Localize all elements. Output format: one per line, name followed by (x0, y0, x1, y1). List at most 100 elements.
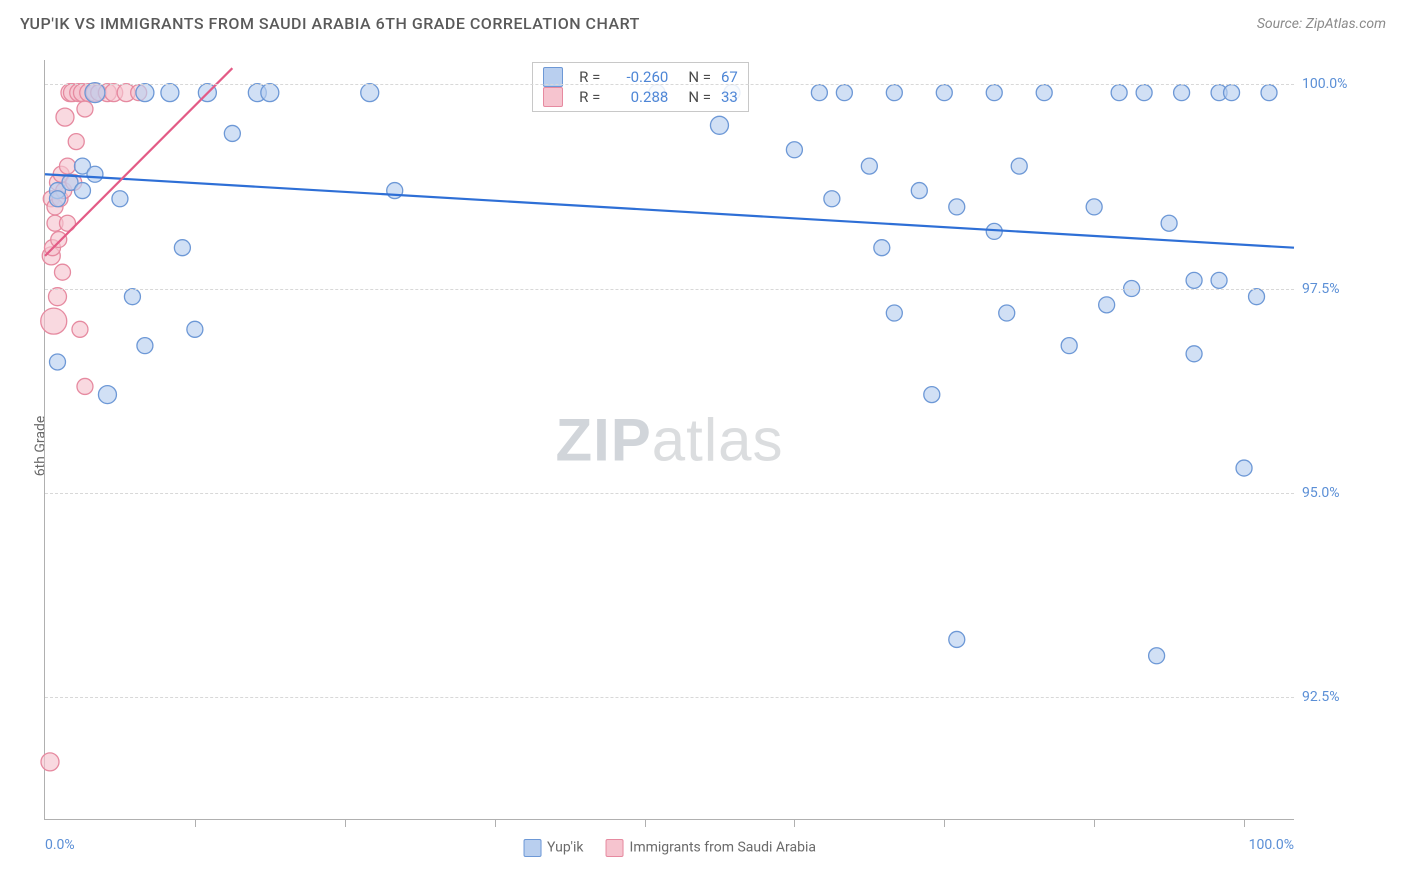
data-point (54, 264, 70, 280)
data-point (874, 240, 890, 256)
data-point (1086, 199, 1102, 215)
data-point (72, 321, 88, 337)
data-point (77, 101, 93, 117)
stat-r-value: -0.260 (610, 68, 668, 86)
data-point (924, 387, 940, 403)
data-point (1036, 85, 1052, 101)
data-point (949, 631, 965, 647)
data-point (911, 183, 927, 199)
x-tick (1244, 819, 1245, 827)
data-point (1136, 85, 1152, 101)
data-point (49, 191, 65, 207)
data-point (1261, 85, 1277, 101)
x-tick (495, 819, 496, 827)
legend-swatch (606, 839, 624, 857)
y-tick-label: 97.5% (1302, 281, 1366, 297)
legend-bottom: Yup'ik Immigrants from Saudi Arabia (523, 839, 816, 857)
legend-swatch (523, 839, 541, 857)
data-point (936, 85, 952, 101)
data-point (112, 191, 128, 207)
data-point (56, 108, 74, 126)
chart-svg (45, 60, 1294, 819)
source-attribution: Source: ZipAtlas.com (1257, 16, 1386, 32)
data-point (59, 158, 75, 174)
data-point (41, 308, 67, 334)
stat-n-value: 67 (721, 68, 738, 86)
data-point (861, 158, 877, 174)
legend-label: Immigrants from Saudi Arabia (630, 840, 816, 856)
data-point (361, 84, 379, 102)
x-tick-label: 0.0% (45, 837, 75, 853)
data-point (136, 84, 154, 102)
legend-item: Immigrants from Saudi Arabia (606, 839, 816, 857)
data-point (886, 85, 902, 101)
data-point (187, 321, 203, 337)
x-tick (195, 819, 196, 827)
data-point (1186, 346, 1202, 362)
data-point (836, 85, 852, 101)
y-tick-label: 92.5% (1302, 689, 1366, 705)
y-tick-label: 100.0% (1302, 76, 1366, 92)
data-point (261, 84, 279, 102)
x-tick (345, 819, 346, 827)
gridline-h (45, 84, 1294, 85)
header: YUP'IK VS IMMIGRANTS FROM SAUDI ARABIA 6… (0, 0, 1406, 43)
gridline-h (45, 697, 1294, 698)
gridline-h (45, 289, 1294, 290)
data-point (49, 354, 65, 370)
data-point (1061, 338, 1077, 354)
data-point (77, 378, 93, 394)
y-tick-label: 95.0% (1302, 485, 1366, 501)
data-point (986, 85, 1002, 101)
data-point (1149, 648, 1165, 664)
stat-n-value: 33 (721, 88, 738, 106)
data-point (710, 116, 728, 134)
data-point (1161, 215, 1177, 231)
chart-container: YUP'IK VS IMMIGRANTS FROM SAUDI ARABIA 6… (0, 0, 1406, 892)
data-point (74, 183, 90, 199)
data-point (51, 232, 67, 248)
data-point (48, 288, 66, 306)
data-point (1174, 85, 1190, 101)
data-point (174, 240, 190, 256)
legend-item: Yup'ik (523, 839, 583, 857)
x-tick (794, 819, 795, 827)
chart-title: YUP'IK VS IMMIGRANTS FROM SAUDI ARABIA 6… (20, 14, 640, 33)
data-point (1236, 460, 1252, 476)
stat-r-label: R = (579, 68, 600, 86)
data-point (1224, 85, 1240, 101)
correlation-stats-box: R = -0.260 N = 67 R = 0.288 N = 33 (532, 62, 749, 112)
x-tick (645, 819, 646, 827)
x-tick-label: 100.0% (1249, 837, 1294, 853)
gridline-h (45, 493, 1294, 494)
stat-n-label: N = (688, 68, 711, 86)
plot-area: ZIPatlas R =-0.260N =67R =0.288N =33 Yup… (44, 60, 1294, 820)
data-point (1211, 272, 1227, 288)
data-point (949, 199, 965, 215)
data-point (85, 83, 105, 103)
stat-row: R = 0.288 N = 33 (543, 87, 738, 107)
data-point (124, 289, 140, 305)
data-point (137, 338, 153, 354)
stat-n-label: N = (688, 88, 711, 106)
data-point (1186, 272, 1202, 288)
data-point (1111, 85, 1127, 101)
data-point (161, 84, 179, 102)
data-point (224, 125, 240, 141)
data-point (1249, 289, 1265, 305)
stat-r-value: 0.288 (610, 88, 668, 106)
data-point (811, 85, 827, 101)
legend-label: Yup'ik (547, 840, 583, 856)
data-point (68, 134, 84, 150)
data-point (87, 166, 103, 182)
x-tick (944, 819, 945, 827)
data-point (786, 142, 802, 158)
data-point (886, 305, 902, 321)
stat-r-label: R = (579, 88, 600, 106)
legend-swatch (543, 87, 563, 107)
data-point (1099, 297, 1115, 313)
data-point (999, 305, 1015, 321)
x-tick (1094, 819, 1095, 827)
data-point (98, 386, 116, 404)
data-point (41, 753, 59, 771)
